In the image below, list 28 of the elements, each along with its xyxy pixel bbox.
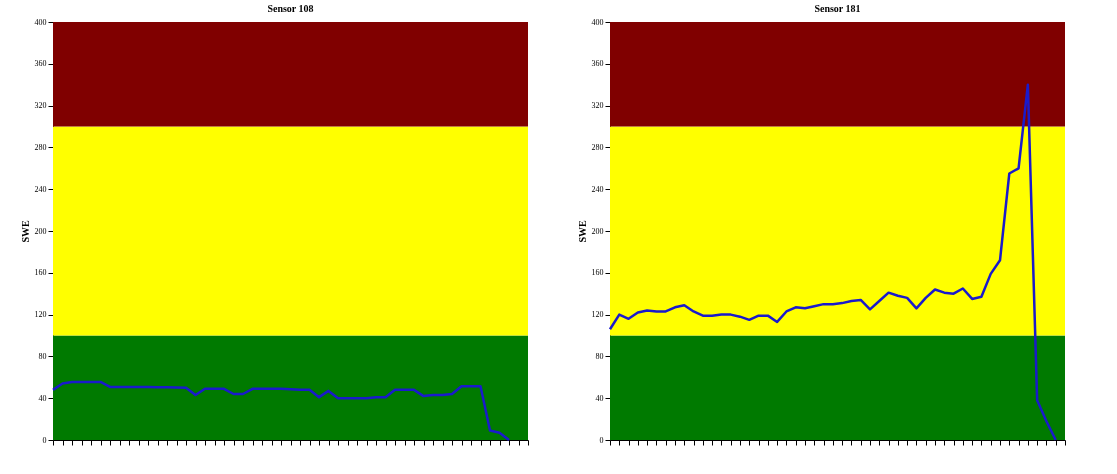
y-tick-label: 80 (595, 351, 604, 361)
line-series (51, 380, 511, 442)
y-tick-label: 280 (34, 142, 47, 152)
y-axis-title: SWE (576, 220, 588, 243)
y-tick-label: 160 (34, 268, 47, 278)
y-tick-label: 0 (599, 435, 604, 445)
y-tick-label: 80 (38, 351, 47, 361)
line-series (608, 83, 1057, 442)
y-tick-label: 240 (34, 184, 47, 194)
y-tick-label: 240 (591, 184, 604, 194)
y-tick-label: 280 (591, 142, 604, 152)
y-tick-label: 200 (591, 226, 604, 236)
y-tick-label: 120 (34, 310, 47, 320)
y-tick-label: 320 (34, 101, 47, 111)
y-tick-label: 200 (34, 226, 47, 236)
y-tick-label: 400 (34, 17, 47, 27)
y-tick-label: 160 (591, 268, 604, 278)
y-tick-label: 360 (591, 59, 604, 69)
y-tick-label: 120 (591, 310, 604, 320)
y-tick-label: 360 (34, 59, 47, 69)
y-tick-label: 320 (591, 101, 604, 111)
y-tick-label: 40 (38, 393, 47, 403)
y-tick-label: 400 (591, 17, 604, 27)
y-tick-label: 40 (595, 393, 604, 403)
chart-title: Sensor 181 (814, 3, 861, 14)
y-tick-label: 0 (42, 435, 47, 445)
chart-title: Sensor 108 (267, 3, 314, 14)
y-axis-title: SWE (19, 220, 31, 243)
